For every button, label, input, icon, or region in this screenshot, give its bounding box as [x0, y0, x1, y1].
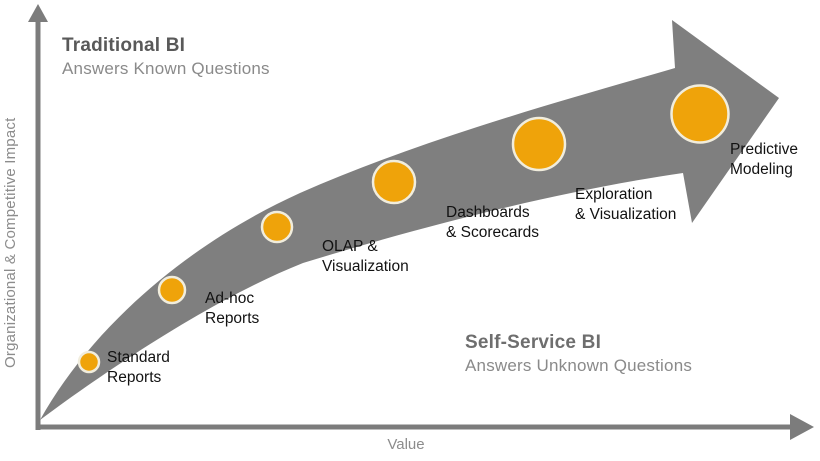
- stage-label-olap-visualization: OLAP & Visualization: [322, 237, 409, 277]
- stage-label-line: Reports: [107, 369, 162, 386]
- x-axis-arrowhead-icon: [790, 414, 814, 440]
- stage-label-line: OLAP &: [322, 238, 378, 255]
- y-axis-arrowhead-icon: [28, 4, 48, 22]
- y-axis-label: Organizational & Competitive Impact: [2, 117, 19, 368]
- growth-arrow-band: [40, 20, 779, 420]
- stage-label-line: Exploration: [575, 186, 653, 203]
- stage-label-exploration-visualization: Exploration & Visualization: [575, 185, 676, 225]
- self-service-bi-title: Self-Service BI: [465, 332, 602, 353]
- stage-label-predictive-modeling: Predictive Modeling: [730, 140, 798, 180]
- stage-marker-ad-hoc-reports: [157, 275, 187, 305]
- stage-marker-dashboards-scorecards: [371, 159, 417, 205]
- stage-label-line: Ad-hoc: [205, 290, 255, 307]
- stage-label-standard-reports: Standard Reports: [107, 348, 170, 388]
- x-axis-label: Value: [387, 436, 425, 453]
- stage-marker-predictive-modeling: [670, 84, 730, 144]
- traditional-bi-annotation: Traditional BI Answers Known Questions: [62, 33, 270, 80]
- stage-label-line: Predictive: [730, 141, 799, 158]
- self-service-bi-annotation: Self-Service BI Answers Unknown Question…: [465, 330, 692, 377]
- stage-label-line: Reports: [205, 310, 260, 327]
- stage-label-line: Dashboards: [446, 204, 530, 221]
- stage-label-line: & Visualization: [575, 206, 677, 223]
- stage-label-line: & Scorecards: [446, 224, 540, 241]
- stage-marker-standard-reports: [77, 350, 101, 374]
- traditional-bi-subtitle: Answers Known Questions: [62, 59, 270, 78]
- traditional-bi-title: Traditional BI: [62, 35, 186, 56]
- stage-label-line: Modeling: [730, 161, 793, 178]
- stage-label-line: Visualization: [322, 258, 409, 275]
- stage-label-line: Standard: [107, 349, 170, 366]
- stage-marker-olap-visualization: [260, 210, 294, 244]
- self-service-bi-subtitle: Answers Unknown Questions: [465, 356, 693, 375]
- stage-label-dashboards-scorecards: Dashboards & Scorecards: [446, 203, 539, 243]
- stage-marker-exploration-visualization: [511, 116, 567, 172]
- stage-label-ad-hoc-reports: Ad-hoc Reports: [205, 289, 259, 329]
